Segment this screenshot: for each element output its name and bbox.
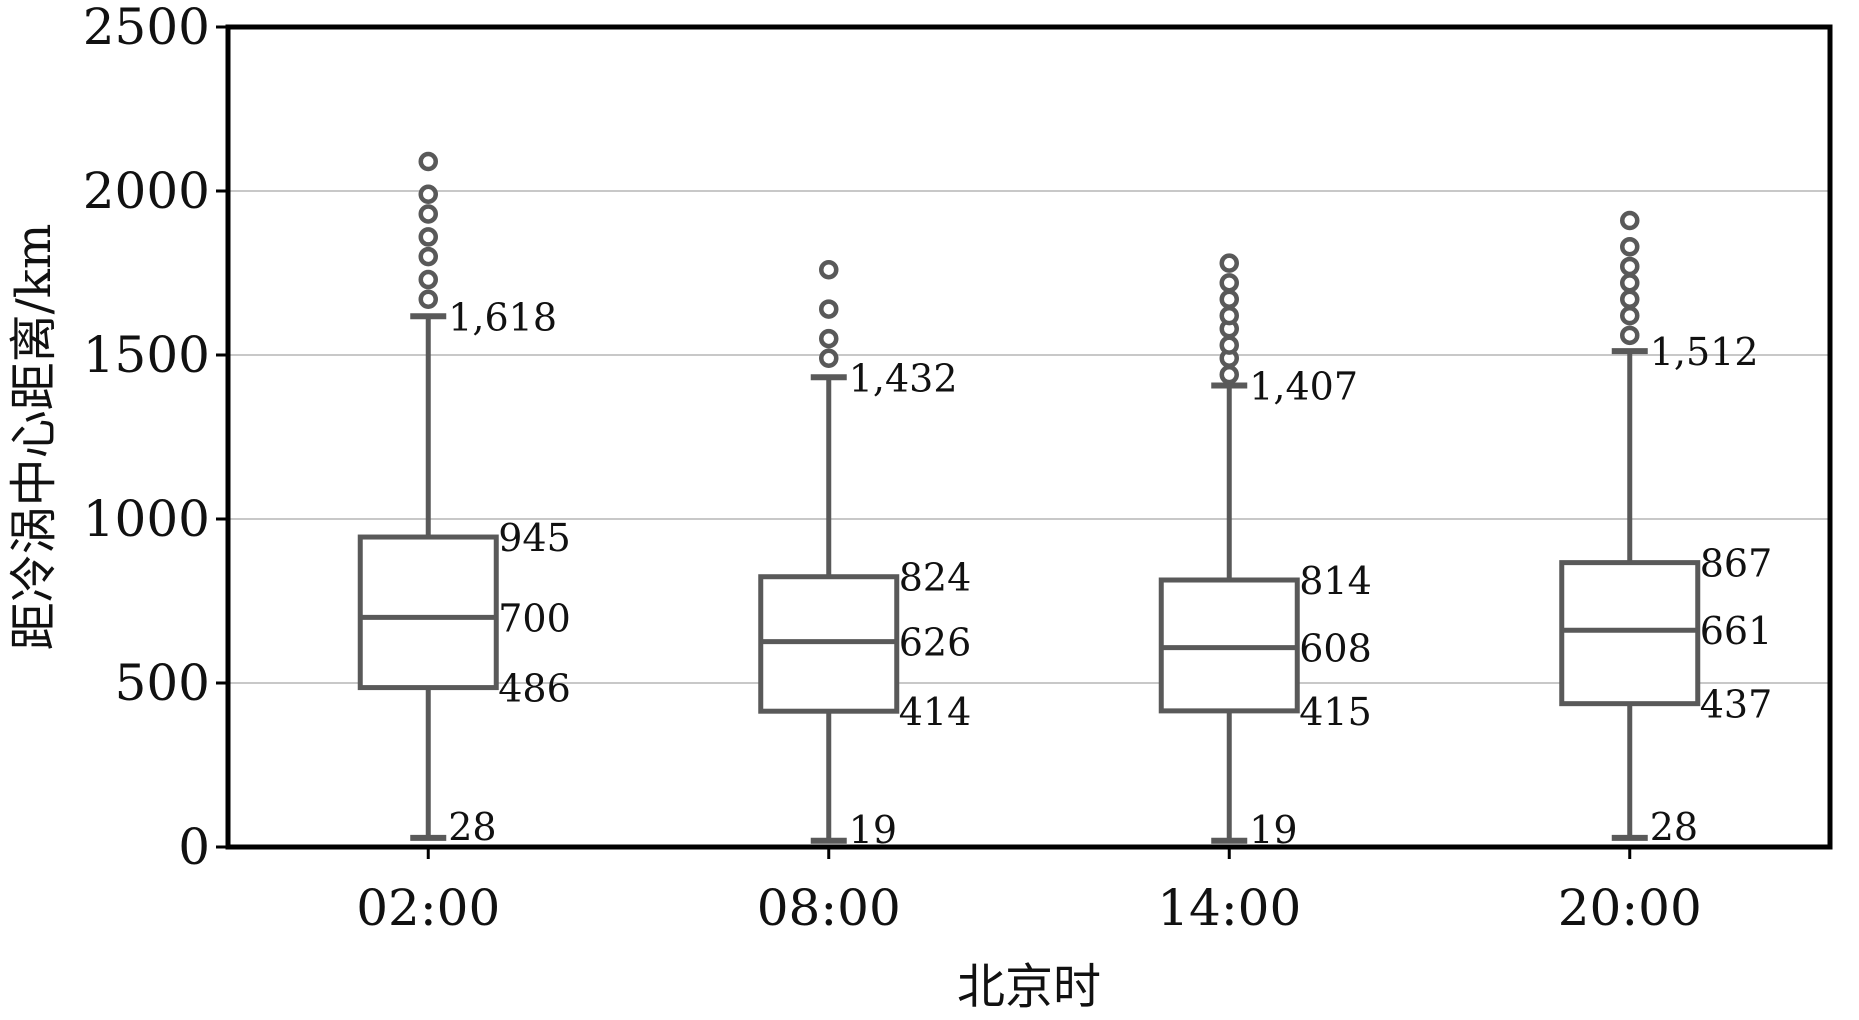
min-value-label: 19 xyxy=(1249,808,1297,852)
outlier-point xyxy=(819,348,839,369)
max-value-label: 1,432 xyxy=(849,356,958,400)
q3-value-label: 945 xyxy=(498,516,571,560)
box-group: 824 626 414 1,432 19 xyxy=(758,259,972,852)
outlier-point xyxy=(1620,289,1640,309)
iqr-box xyxy=(357,534,499,691)
min-value-label: 19 xyxy=(849,808,897,852)
max-value-label: 1,618 xyxy=(448,295,557,339)
min-value-label: 28 xyxy=(448,805,496,849)
outlier-point xyxy=(1620,305,1640,326)
box-group: 867 661 437 1,512 28 xyxy=(1559,210,1773,849)
box-group: 945 700 486 1,618 28 xyxy=(357,151,571,849)
outlier-point xyxy=(418,269,438,290)
q1-value-label: 414 xyxy=(899,690,972,734)
y-axis-ticks: 0 500 1000 1500 2000 2500 xyxy=(83,0,228,876)
x-tick-label: 20:00 xyxy=(1558,879,1702,937)
y-axis-title: 距冷涡中心距离/km xyxy=(6,224,62,651)
outlier-point xyxy=(1620,210,1640,231)
outlier-point xyxy=(418,246,438,267)
outlier-point xyxy=(1219,253,1239,273)
outlier-point xyxy=(418,227,438,247)
outlier-point xyxy=(819,259,839,280)
y-tick-label: 2000 xyxy=(83,162,210,220)
y-tick-label: 2500 xyxy=(83,0,210,56)
median-value-label: 608 xyxy=(1299,627,1372,671)
outlier-point xyxy=(819,328,839,349)
outlier-point xyxy=(1219,273,1239,293)
median-value-label: 626 xyxy=(899,621,972,665)
x-axis-title: 北京时 xyxy=(957,959,1101,1015)
outlier-point xyxy=(1219,335,1239,355)
outlier-point xyxy=(1219,289,1239,309)
outlier-point xyxy=(1219,364,1239,385)
y-tick-label: 0 xyxy=(178,818,210,876)
x-tick-label: 08:00 xyxy=(757,879,901,937)
q3-value-label: 814 xyxy=(1299,559,1372,603)
median-value-label: 661 xyxy=(1700,609,1773,653)
q1-value-label: 437 xyxy=(1700,683,1773,727)
outlier-point xyxy=(819,299,839,319)
outlier-point xyxy=(1620,256,1640,277)
median-value-label: 700 xyxy=(498,596,571,640)
plot-frame xyxy=(225,24,1833,850)
q1-value-label: 486 xyxy=(498,667,571,711)
x-tick-label: 02:00 xyxy=(356,879,500,937)
outlier-point xyxy=(1620,237,1640,257)
min-value-label: 28 xyxy=(1650,805,1698,849)
q1-value-label: 415 xyxy=(1299,690,1372,734)
outlier-point xyxy=(1219,305,1239,326)
iqr-box xyxy=(1559,560,1701,707)
q3-value-label: 824 xyxy=(899,556,972,600)
box-group: 814 608 415 1,407 19 xyxy=(1158,253,1372,852)
outlier-point xyxy=(418,151,438,172)
outlier-point xyxy=(418,184,438,205)
y-tick-label: 500 xyxy=(115,654,210,712)
outlier-point xyxy=(1620,325,1640,346)
outlier-point xyxy=(418,289,438,309)
outlier-point xyxy=(1620,273,1640,293)
max-value-label: 1,407 xyxy=(1249,365,1358,409)
x-tick-label: 14:00 xyxy=(1157,879,1301,937)
x-axis-ticks: 02:00 08:00 14:00 20:00 xyxy=(356,847,1702,937)
y-tick-label: 1500 xyxy=(83,326,210,384)
max-value-label: 1,512 xyxy=(1650,330,1759,374)
outlier-point xyxy=(418,204,438,224)
y-tick-label: 1000 xyxy=(83,490,210,548)
q3-value-label: 867 xyxy=(1700,542,1773,586)
boxes: 945 700 486 1,618 28 824 626 414 1,432 19 814 608 41… xyxy=(357,151,1773,852)
